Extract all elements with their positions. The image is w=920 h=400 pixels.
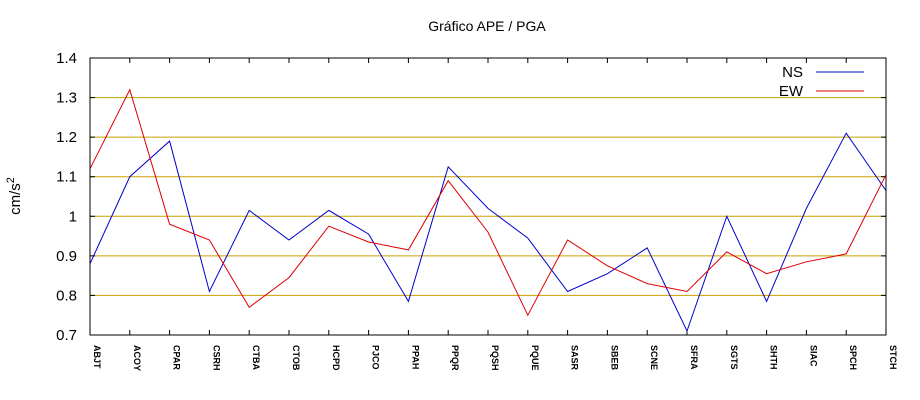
y-axis-label-base: cm/s (7, 183, 24, 215)
grid-lines (90, 97, 886, 296)
y-tick-label: 1 (69, 208, 77, 225)
series-lines (89, 88, 887, 333)
x-tick-label: CPAR (172, 345, 182, 370)
series-line-ns (89, 132, 887, 333)
legend: NS EW (779, 64, 864, 100)
x-tick-label: CTBA (251, 345, 261, 370)
x-tick-label: CSRH (211, 345, 221, 371)
x-tick-label: ACOY (132, 345, 142, 371)
x-tick-label: SIAC (808, 345, 818, 367)
x-tick-label: PPAH (410, 345, 420, 369)
x-tick-label: PJCO (371, 345, 381, 370)
y-axis-label-exponent: 2 (5, 177, 17, 183)
y-axis-ticks: 0.7 0.8 0.9 1 1.1 1.2 1.3 1.4 (56, 50, 886, 344)
y-tick-label: 1.3 (56, 90, 77, 107)
x-tick-label: STCH (888, 345, 898, 370)
y-axis-label: cm/s2 (5, 177, 24, 215)
x-axis-ticks: ABJT ACOY CPAR CSRH CTBA CTOB HCPD PJCO PPAH PPQR… (89, 58, 898, 371)
x-tick-label: ABJT (92, 345, 102, 369)
y-tick-label: 0.9 (56, 248, 77, 265)
x-tick-label: PQUE (530, 345, 540, 371)
x-tick-label: SHTH (769, 345, 779, 370)
x-tick-label: SCNE (649, 345, 659, 370)
x-tick-label: CTOB (291, 345, 301, 371)
legend-label-ew: EW (779, 83, 804, 100)
legend-label-ns: NS (782, 64, 803, 81)
y-tick-label: 0.8 (56, 287, 77, 304)
x-tick-label: SASR (570, 345, 580, 371)
x-tick-label: SBEB (609, 345, 619, 371)
chart-title: Gráfico APE / PGA (428, 18, 546, 34)
y-tick-label: 1.2 (56, 129, 77, 146)
series-line-ew (89, 88, 887, 317)
y-tick-label: 1.1 (56, 169, 77, 186)
plot-frame (89, 57, 887, 336)
x-tick-label: PPQR (450, 345, 460, 371)
x-tick-label: SFRA (689, 345, 699, 370)
x-tick-label: PQSH (490, 345, 500, 371)
x-tick-label: SGTS (729, 345, 739, 370)
y-tick-label: 0.7 (56, 327, 77, 344)
x-tick-label: HCPD (331, 345, 341, 371)
y-tick-label: 1.4 (56, 50, 77, 67)
x-tick-label: SPCH (848, 345, 858, 370)
